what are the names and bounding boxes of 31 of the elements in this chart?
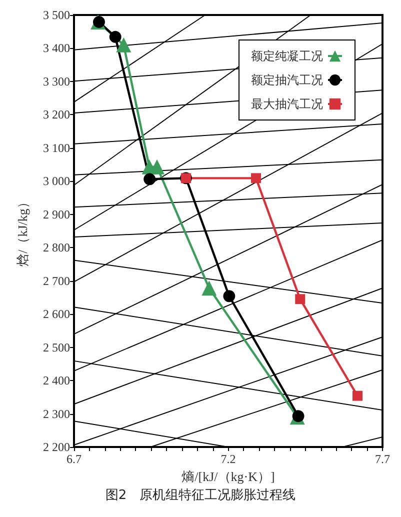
- point: [144, 173, 156, 186]
- y-axis-title: 焓/（kJ/kg）: [15, 196, 30, 266]
- x-axis-title: 熵/[kJ/（kg·K）]: [182, 468, 275, 484]
- y-tick-label: 2 300: [43, 406, 70, 421]
- y-tick-label: 2 500: [43, 340, 70, 354]
- y-tick-label: 2 800: [43, 240, 70, 255]
- legend-label: 最大抽汽工况: [251, 97, 323, 111]
- y-tick-label: 3 500: [43, 8, 70, 22]
- point: [295, 294, 306, 304]
- y-tick-label: 3 400: [43, 41, 70, 56]
- y-tick-label: 3 300: [43, 74, 70, 88]
- point: [116, 37, 132, 52]
- point: [109, 30, 122, 43]
- legend-label: 额定抽汽工况: [251, 73, 323, 87]
- x-tick-label: 6.7: [66, 452, 82, 466]
- point: [223, 290, 236, 302]
- y-tick-label: 2 200: [43, 440, 70, 454]
- x-tick-label: 7.7: [375, 452, 390, 466]
- point: [251, 173, 262, 184]
- y-tick-label: 2 900: [43, 207, 70, 222]
- point: [202, 280, 217, 296]
- legend-label: 额定纯凝工况: [251, 49, 323, 63]
- y-tick-label: 2 600: [43, 307, 70, 322]
- y-tick-label: 2 700: [43, 274, 70, 288]
- y-tick-label: 3 000: [43, 174, 70, 188]
- text: 图2 原机组特征工况膨胀过程线: [105, 488, 296, 503]
- y-tick-label: 3 200: [43, 108, 70, 122]
- x-tick-label: 7.2: [220, 452, 236, 466]
- y-tick-label: 2 400: [43, 374, 70, 388]
- y-tick-label: 3 100: [43, 140, 70, 155]
- point: [352, 390, 363, 401]
